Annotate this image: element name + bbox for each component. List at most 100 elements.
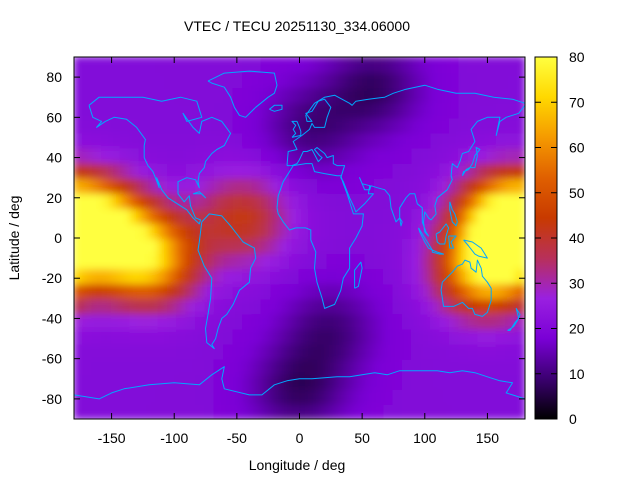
heatmap-cell [176, 101, 188, 119]
heatmap-cell [270, 252, 282, 270]
heatmap-cell [458, 176, 470, 194]
heatmap-cell [148, 297, 160, 315]
heatmap-cell [213, 357, 226, 375]
heatmap-cell [364, 402, 376, 419]
heatmap-cell [486, 357, 498, 375]
heatmap-cell [486, 312, 498, 330]
heatmap-cell [458, 297, 470, 315]
heatmap-cell [176, 221, 188, 239]
heatmap-cell [373, 131, 386, 149]
heatmap-cell [82, 387, 94, 405]
heatmap-cell [458, 57, 470, 74]
heatmap-cell [270, 221, 282, 239]
heatmap-cell [514, 131, 525, 149]
heatmap-cell [354, 402, 367, 419]
heatmap-cell [129, 312, 141, 330]
y-tick-label: 80 [46, 69, 62, 85]
heatmap-cell [514, 161, 525, 179]
heatmap-cell [430, 237, 442, 255]
heatmap-cell [166, 116, 179, 134]
heatmap-cell [505, 57, 517, 74]
heatmap-cell [166, 387, 179, 405]
heatmap-cell [101, 237, 113, 255]
heatmap-cell [486, 252, 498, 270]
heatmap-cell [101, 372, 113, 390]
heatmap-cell [401, 71, 414, 89]
heatmap-cell [430, 282, 442, 300]
heatmap-cell [345, 297, 357, 315]
heatmap-cell [251, 252, 263, 270]
coastline [399, 217, 403, 227]
heatmap-cell [176, 116, 188, 134]
heatmap-cell [354, 312, 367, 330]
heatmap-cell [477, 282, 489, 300]
heatmap-cell [289, 221, 301, 239]
heatmap-cell [345, 267, 357, 285]
heatmap-cell [176, 57, 188, 74]
heatmap-cell [336, 116, 348, 134]
heatmap-cell [213, 176, 226, 194]
heatmap-cell [298, 176, 310, 194]
heatmap-cell [383, 372, 395, 390]
heatmap-cell [411, 312, 423, 330]
heatmap-cell [279, 191, 292, 209]
heatmap-cell [326, 191, 339, 209]
heatmap-cell [364, 237, 376, 255]
heatmap-cell [232, 237, 245, 255]
heatmap-cell [505, 221, 517, 239]
heatmap-cell [195, 267, 207, 285]
heatmap-cell [223, 131, 235, 149]
heatmap-cell [289, 387, 301, 405]
heatmap-cell [213, 252, 226, 270]
heatmap-cell [138, 116, 151, 134]
heatmap-cell [166, 282, 179, 300]
heatmap-cell [242, 176, 254, 194]
heatmap-cell [289, 191, 301, 209]
heatmap-cell [477, 402, 489, 419]
heatmap-cell [166, 71, 179, 89]
heatmap-cell [157, 342, 169, 360]
heatmap-cell [260, 357, 273, 375]
heatmap-cell [82, 146, 94, 164]
heatmap-cell [364, 342, 376, 360]
heatmap-cell [364, 206, 376, 224]
heatmap-cell [467, 252, 480, 270]
heatmap-cell [242, 221, 254, 239]
heatmap-cell [345, 342, 357, 360]
heatmap-cell [354, 327, 367, 345]
heatmap-cell [401, 86, 414, 104]
heatmap-cell [129, 86, 141, 104]
heatmap-cell [204, 86, 216, 104]
heatmap-cell [223, 342, 235, 360]
heatmap-cell [392, 116, 404, 134]
coastline [88, 96, 232, 225]
heatmap-cell [326, 176, 339, 194]
heatmap-cell [138, 282, 151, 300]
heatmap-cell [166, 372, 179, 390]
heatmap-cell [514, 372, 525, 390]
heatmap-cell [514, 116, 525, 134]
heatmap-cell [420, 101, 433, 119]
heatmap-cell [110, 327, 122, 345]
heatmap-cell [336, 312, 348, 330]
heatmap-cell [119, 221, 132, 239]
heatmap-cell [354, 342, 367, 360]
colorbar-tick-label: 0 [569, 411, 577, 427]
y-axis: 80 60 40 20 0 -20 -40 -60 -80 [42, 69, 525, 407]
heatmap-cell [148, 71, 160, 89]
heatmap-cell [91, 161, 104, 179]
heatmap-cell [129, 372, 141, 390]
heatmap-cell [279, 221, 292, 239]
heatmap-cell [505, 282, 517, 300]
heatmap-cell [223, 206, 235, 224]
heatmap-cell [157, 116, 169, 134]
heatmap-cell [430, 176, 442, 194]
heatmap-cell [336, 357, 348, 375]
heatmap-cell [91, 101, 104, 119]
heatmap-cell [467, 131, 480, 149]
heatmap-cell [448, 116, 461, 134]
heatmap-cell [401, 342, 414, 360]
heatmap-cell [213, 387, 226, 405]
heatmap-cell [270, 237, 282, 255]
